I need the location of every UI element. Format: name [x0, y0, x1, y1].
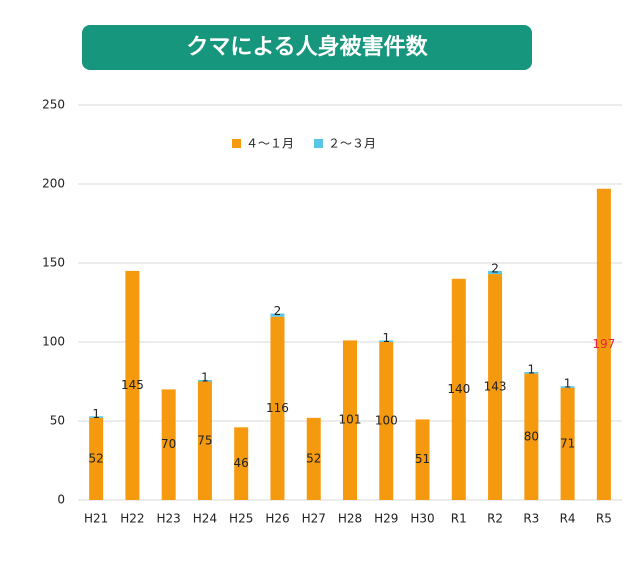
- data-label: 143: [484, 380, 507, 394]
- chart-title: クマによる人身被害件数: [186, 34, 428, 60]
- x-tick-label: H24: [193, 512, 217, 526]
- bar-segment: [451, 278, 466, 500]
- legend-swatch: [314, 139, 323, 148]
- bar-segment: [89, 416, 104, 418]
- bar-segment: [379, 342, 394, 500]
- data-label: 52: [306, 451, 321, 465]
- data-label: 1: [92, 407, 100, 421]
- data-label: 70: [161, 437, 176, 451]
- data-label: 145: [121, 378, 144, 392]
- y-tick-label: 150: [42, 256, 65, 270]
- bar-segment: [197, 379, 212, 382]
- bar-segment: [161, 389, 176, 500]
- bar-segment: [379, 340, 394, 342]
- x-tick-label: H21: [84, 512, 108, 526]
- bar-segment: [524, 372, 539, 374]
- bar-segment: [343, 340, 357, 500]
- x-tick-label: R2: [487, 512, 503, 526]
- y-tick-label: 0: [57, 493, 65, 507]
- bar-segment: [89, 417, 104, 500]
- bar-segment: [125, 270, 140, 500]
- title-banner: [82, 25, 532, 70]
- x-tick-label: H25: [229, 512, 253, 526]
- data-label: 1: [201, 370, 209, 384]
- x-tick-label: H23: [157, 512, 181, 526]
- data-label: 100: [375, 414, 398, 428]
- x-tick-label: H22: [120, 512, 144, 526]
- y-tick-label: 100: [42, 335, 65, 349]
- x-tick-label: H28: [338, 512, 362, 526]
- bar-segment: [415, 419, 430, 500]
- x-tick-label: H27: [302, 512, 326, 526]
- data-label: 1: [382, 331, 390, 345]
- data-label: 2: [491, 261, 499, 275]
- bar-segment: [524, 373, 539, 500]
- bar-segment: [560, 387, 575, 500]
- data-label: 101: [339, 413, 362, 427]
- x-tick-label: R3: [523, 512, 539, 526]
- legend-label: ４～１月: [246, 137, 294, 151]
- bar-segment: [197, 381, 212, 500]
- y-tick-label: 250: [42, 98, 65, 112]
- data-label: 140: [447, 382, 470, 396]
- x-tick-label: H30: [410, 512, 434, 526]
- x-tick-label: R1: [451, 512, 467, 526]
- data-label: 2: [274, 304, 282, 318]
- y-tick-label: 200: [42, 177, 65, 191]
- data-label: 51: [415, 452, 430, 466]
- data-label: 1: [564, 377, 572, 391]
- x-tick-label: H29: [374, 512, 398, 526]
- bar-segment: [270, 316, 285, 500]
- y-tick-label: 50: [50, 414, 65, 428]
- data-label: 52: [88, 451, 103, 465]
- data-label: 75: [197, 433, 212, 447]
- data-label: 1: [528, 363, 536, 377]
- x-tick-label: R4: [560, 512, 576, 526]
- bar-segment: [488, 270, 503, 275]
- bar-segment: [560, 386, 575, 388]
- legend-swatch: [232, 139, 241, 148]
- bar-segment: [488, 274, 503, 500]
- x-tick-label: H26: [265, 512, 289, 526]
- data-label: 71: [560, 436, 575, 450]
- legend-label: ２～３月: [328, 137, 376, 151]
- bar-segment: [234, 427, 249, 500]
- bar-segment: [270, 313, 285, 317]
- x-tick-label: R5: [596, 512, 612, 526]
- data-label: 46: [234, 456, 249, 470]
- data-label: 116: [266, 401, 289, 415]
- data-label: 197: [592, 337, 615, 351]
- bar-segment: [306, 417, 321, 500]
- data-label: 80: [524, 429, 539, 443]
- bar-segment: [596, 188, 611, 501]
